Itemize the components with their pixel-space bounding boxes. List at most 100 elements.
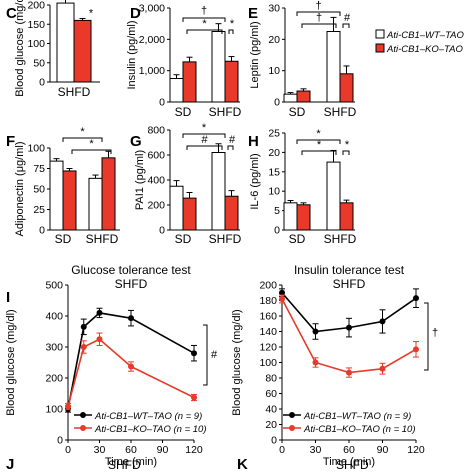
y-tick-label-F: 100: [27, 143, 45, 155]
x-tick-label-I1: 90: [157, 444, 169, 456]
y-tick-label-D: 3,000: [139, 3, 165, 15]
y-tick-label-G: 800: [147, 125, 165, 137]
gtt-legend-ko-marker: [80, 425, 86, 431]
chart-title-I1: Glucose tolerance test: [71, 263, 191, 277]
bar-G-shfd-ko: [224, 195, 239, 231]
x-axis-label-I2: Time (min): [323, 456, 375, 468]
itt-legend-wt-marker: [289, 412, 295, 418]
bar-E-sd-ko: [296, 90, 311, 103]
panel-j-label: SHFD: [108, 458, 141, 472]
bar-E-shfd-wt: [326, 31, 341, 103]
sig-label-G-1: #: [201, 134, 208, 146]
panel-letter-g: G: [130, 133, 142, 150]
bar-D-shfd-ko: [224, 60, 239, 103]
sig-label-D-0: †: [201, 5, 207, 17]
series-line-I1-wt: [67, 312, 195, 410]
data-point-I1-wt: [96, 309, 103, 316]
x-tick-label-I2: 60: [343, 444, 355, 456]
panel-letter-j: J: [6, 456, 14, 473]
y-tick-label-D: 2,000: [139, 34, 165, 46]
y-tick-label-I2: 0: [271, 435, 277, 447]
itt-legend-ko-label: Ati-CB1–KO–TAO (n = 10): [303, 424, 416, 435]
sig-label-E-1: †: [316, 12, 322, 24]
bar-F-sd-wt: [49, 160, 64, 231]
panel-letter-h: H: [248, 133, 259, 150]
y-tick-label-E: 20: [268, 34, 280, 46]
sig-label-G-2: #: [229, 134, 236, 146]
bar-G-sd-wt: [169, 185, 184, 231]
sig-bracket-H-2: [342, 150, 350, 155]
sig-bracket-E-2: [342, 23, 350, 28]
bar-F-shfd-wt: [88, 177, 103, 231]
data-point-I1-ko: [191, 394, 197, 401]
y-axis-label-G: PAI1 (pg/ml): [134, 150, 146, 210]
gtt-legend-wt-marker: [80, 412, 86, 418]
panel-k-label: SHFD: [336, 458, 369, 472]
y-tick-label-I2: 160: [259, 311, 277, 323]
sig-label-G-0: *: [202, 122, 207, 134]
x-tick-label-I2: 30: [310, 444, 322, 456]
gtt-legend-wt-label: Ati-CB1–WT–TAO (n = 9): [94, 411, 202, 422]
data-point-I1-ko: [80, 344, 87, 350]
data-point-I2-wt: [379, 318, 386, 325]
sig-bracket-E-0: [296, 11, 341, 16]
y-tick-label-I2: 60: [265, 388, 277, 400]
sig-label-E-0: †: [315, 0, 321, 12]
y-tick-label-G: 600: [147, 150, 165, 162]
panel-letter-c: C: [6, 5, 17, 22]
sig-bracket-I2: [424, 302, 429, 371]
y-axis-label-F: Adiponectin (μg/ml): [14, 142, 26, 237]
panel-letter-f: F: [6, 133, 15, 150]
sig-bracket-I1: [203, 324, 208, 386]
sig-label-H-1: *: [317, 139, 322, 151]
sig-label-F-0: *: [80, 126, 85, 138]
x-category-label-F: SHFD: [86, 232, 119, 246]
y-tick-label-C: 150: [27, 19, 45, 31]
itt-legend-wt-label: Ati-CB1–WT–TAO (n = 9): [303, 411, 411, 422]
x-tick-label-I1: 60: [125, 444, 137, 456]
bar-D-shfd-wt: [211, 31, 226, 103]
y-tick-label-E: 0: [274, 97, 280, 109]
sig-label-D-2: *: [230, 18, 235, 30]
legend-wt-label: Ati-CB1–WT–TAO: [386, 30, 465, 41]
bar-E-shfd-ko: [339, 73, 354, 103]
sig-bracket-H-0: [296, 139, 341, 144]
y-axis-label-D: Insulin (pg/ml): [126, 20, 138, 89]
y-axis-label-H: IL-6 (pg/ml): [249, 153, 261, 209]
data-point-I2-ko: [312, 359, 319, 366]
x-category-label-H: SD: [289, 232, 306, 246]
y-tick-label-D: 1,000: [139, 65, 165, 77]
y-axis-label-I2: Blood glucose (mg/dl): [231, 309, 243, 415]
data-point-I2-ko: [379, 365, 386, 372]
data-point-I1-ko: [128, 363, 134, 370]
sig-bracket-G-0: [182, 133, 226, 138]
y-tick-label-I2: 40: [265, 404, 277, 416]
sig-bracket-D-2: [228, 29, 234, 34]
x-tick-label-I2: 120: [407, 444, 425, 456]
y-axis-label-E: Leptin (pg/ml): [249, 21, 261, 88]
y-tick-label-G: 200: [147, 200, 165, 212]
sig-label-F-1: *: [89, 138, 94, 150]
x-tick-label-I2: 0: [279, 444, 285, 456]
y-tick-label-C: 100: [27, 38, 45, 50]
y-tick-label-I2: 120: [259, 342, 277, 354]
bar-F-sd-ko: [62, 170, 77, 231]
sig-label-C-0: *: [89, 7, 94, 19]
bar-F-shfd-ko: [101, 157, 116, 231]
y-tick-label-C: 200: [27, 0, 45, 12]
legend-top: Ati-CB1–WT–TAO Ati-CB1–KO–TAO: [375, 29, 465, 55]
x-category-label-F: SD: [55, 232, 72, 246]
bar-C-shfd-wt: [56, 2, 75, 83]
y-tick-label-F: 25: [33, 204, 45, 216]
y-tick-label-I2: 80: [265, 373, 277, 385]
x-category-label-E: SHFD: [324, 105, 357, 119]
sig-bracket-G-2: [227, 145, 234, 150]
x-tick-label-I1: 120: [185, 444, 203, 456]
legend-ko-swatch: [375, 43, 385, 53]
chart-subtitle-I1: SHFD: [115, 277, 148, 291]
x-tick-label-I1: 0: [65, 444, 71, 456]
